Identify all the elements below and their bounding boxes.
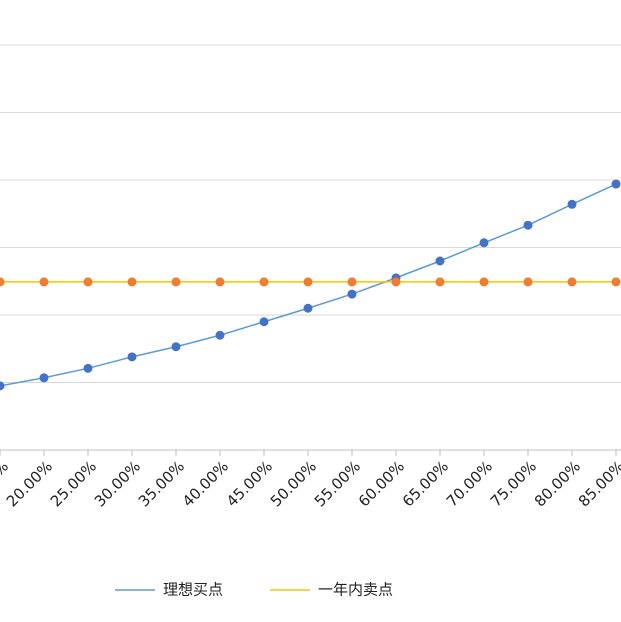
data-point xyxy=(567,277,577,287)
x-tick-label: 70.00% xyxy=(443,457,496,510)
data-point xyxy=(347,277,357,287)
x-tick-label: 55.00% xyxy=(311,457,364,510)
data-point xyxy=(127,352,137,362)
data-point xyxy=(303,277,313,287)
data-point xyxy=(127,277,137,287)
data-point xyxy=(611,179,621,189)
data-point xyxy=(523,277,533,287)
x-tick-label: 20.00% xyxy=(3,457,56,510)
legend-label: 一年内卖点 xyxy=(318,581,393,599)
x-tick-label: 40.00% xyxy=(179,457,232,510)
data-point xyxy=(611,277,621,287)
x-tick-label: 25.00% xyxy=(47,457,100,510)
data-point xyxy=(567,199,577,209)
x-tick-label: 75.00% xyxy=(487,457,540,510)
x-tick-label: 45.00% xyxy=(223,457,276,510)
x-tick-label: 85.00% xyxy=(575,457,621,510)
x-tick-label: 35.00% xyxy=(135,457,188,510)
data-point xyxy=(303,303,313,313)
data-point xyxy=(83,363,93,373)
data-point xyxy=(523,220,533,230)
data-point xyxy=(391,277,401,287)
data-point xyxy=(83,277,93,287)
data-point xyxy=(479,238,489,248)
data-point xyxy=(479,277,489,287)
data-point xyxy=(215,330,225,340)
data-point xyxy=(0,277,5,287)
x-tick-label: 30.00% xyxy=(91,457,144,510)
data-point xyxy=(171,342,181,352)
data-point xyxy=(215,277,225,287)
x-tick-label: 60.00% xyxy=(355,457,408,510)
data-point xyxy=(259,277,269,287)
data-point xyxy=(435,277,445,287)
data-point xyxy=(259,317,269,327)
data-point xyxy=(171,277,181,287)
data-point xyxy=(0,381,5,391)
data-point xyxy=(347,289,357,299)
x-tick-label: 80.00% xyxy=(531,457,584,510)
legend-label: 理想买点 xyxy=(163,581,223,599)
x-tick-label: 65.00% xyxy=(399,457,452,510)
data-point xyxy=(39,373,49,383)
data-point xyxy=(435,256,445,266)
x-tick-label: 50.00% xyxy=(267,457,320,510)
data-point xyxy=(39,277,49,287)
